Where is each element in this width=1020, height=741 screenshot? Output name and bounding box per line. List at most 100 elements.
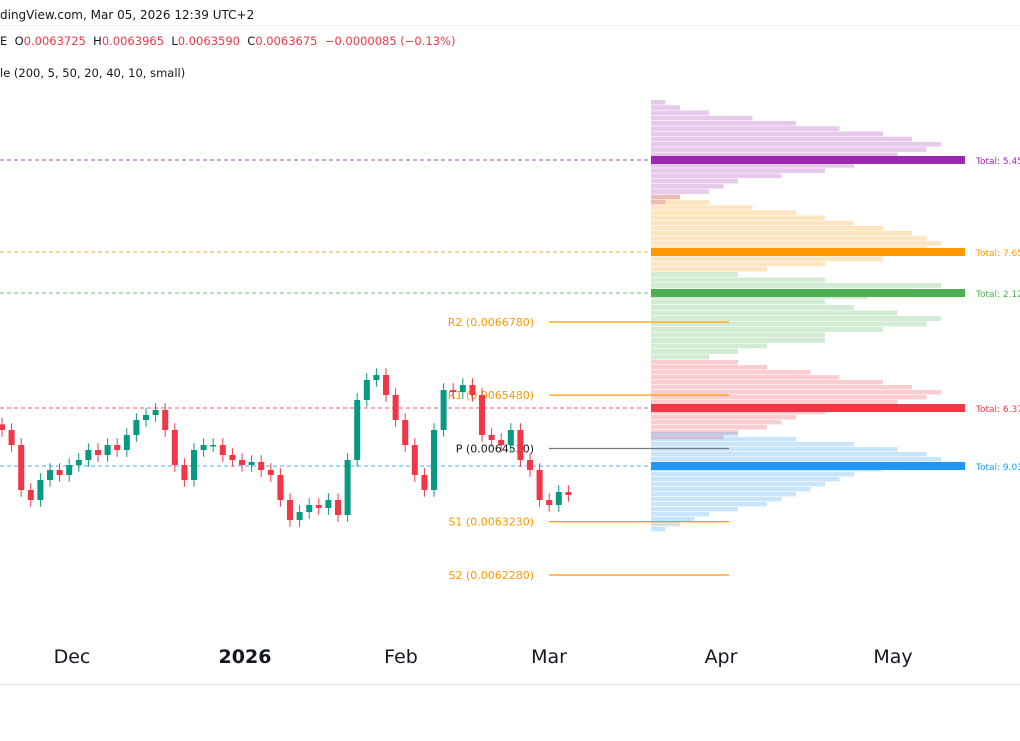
price-chart[interactable]: Total: 5.45 Total: 7.65 Total: 2.12 Total: …	[0, 0, 1020, 684]
pivot-label: P (0.0064530)	[456, 442, 534, 455]
candle-body	[402, 419, 409, 446]
candle-body	[239, 460, 245, 466]
close-value: 0.0063675	[255, 34, 318, 48]
candle-body	[440, 390, 447, 431]
candle-body	[229, 455, 236, 461]
volume-profile-row	[651, 241, 941, 246]
volume-profile-row	[651, 343, 767, 349]
candle-body	[488, 435, 495, 441]
candle-body	[95, 450, 101, 456]
candle-body	[325, 499, 332, 508]
candle-body	[56, 469, 63, 475]
low-label: L	[171, 34, 178, 48]
candle-body	[152, 409, 159, 415]
candle-body	[354, 399, 361, 461]
volume-profile-row	[651, 506, 738, 512]
poc-bar	[651, 461, 965, 470]
volume-profile-row	[651, 162, 854, 168]
volume-profile-row	[651, 432, 738, 437]
volume-profile-row	[651, 141, 941, 147]
volume-profile-row	[651, 230, 912, 236]
poc-bar	[651, 404, 965, 413]
volume-profile-row	[651, 210, 796, 215]
change-value: −0.0000085 (−0.13%)	[324, 34, 456, 48]
candle-body	[459, 385, 466, 392]
candle-body	[411, 445, 418, 475]
time-axis-border	[0, 684, 1020, 685]
volume-profile-row	[651, 105, 680, 110]
candle-body	[296, 512, 303, 521]
low-value: 0.0063590	[177, 34, 240, 48]
volume-profile-row	[651, 390, 941, 395]
volume-profile-row	[651, 415, 796, 420]
volume-profile-row	[651, 199, 666, 205]
volume-profile-row	[651, 370, 811, 375]
pivot-label: R1 (0.0065480)	[448, 389, 534, 402]
volume-profile-row	[651, 332, 825, 338]
volume-profile-row	[651, 380, 883, 385]
candle-body	[431, 430, 437, 490]
volume-profile-row	[651, 521, 680, 527]
volume-profile-row	[651, 115, 753, 121]
candle-body	[171, 430, 178, 466]
symbol: E	[0, 34, 8, 48]
volume-profile-row	[651, 220, 854, 226]
volume-profile-row	[651, 236, 927, 241]
poc-bar	[651, 248, 965, 257]
candle-body	[0, 424, 5, 431]
volume-profile-row	[651, 338, 825, 343]
candle-body	[114, 445, 121, 451]
volume-profile-row	[651, 430, 738, 435]
indicator-legend[interactable]: le (200, 5, 50, 20, 40, 10, small)	[0, 66, 186, 80]
candle-body	[507, 430, 514, 446]
volume-profile-row	[651, 131, 883, 137]
x-tick-label: Mar	[531, 646, 567, 668]
volume-profile-row	[651, 283, 941, 288]
candle-body	[75, 460, 82, 466]
candle-body	[133, 419, 140, 436]
volume-profile-row	[651, 120, 796, 126]
pivot-label: S1 (0.0063230)	[448, 516, 534, 529]
candle-body	[66, 465, 73, 475]
volume-profile-row	[651, 477, 840, 482]
volume-profile-row	[651, 385, 912, 390]
volume-profile-row	[651, 516, 695, 522]
candle-body	[200, 445, 207, 451]
candle-body	[267, 469, 274, 475]
x-tick-label: May	[873, 646, 913, 668]
volume-profile-row	[651, 365, 767, 370]
volume-profile-row	[651, 261, 825, 267]
profile-total-label: Total: 9.03	[975, 463, 1020, 473]
candle-body	[363, 380, 370, 400]
volume-profile-row	[651, 472, 854, 477]
poc-bar	[651, 155, 965, 164]
candle-body	[104, 445, 111, 456]
poc-bar	[651, 288, 965, 297]
volume-profile-row	[651, 225, 883, 231]
candle-body	[315, 505, 322, 508]
volume-profile-row	[651, 354, 709, 360]
high-label: H	[93, 34, 102, 48]
volume-profile-row	[651, 321, 927, 327]
volume-profile-row	[651, 526, 666, 532]
candle-body	[258, 461, 265, 470]
pivot-label: S2 (0.0062280)	[448, 569, 534, 582]
candle-body	[85, 450, 92, 461]
volume-profile-row	[651, 452, 927, 457]
volume-profile-row	[651, 189, 709, 194]
candle-body	[219, 445, 226, 456]
volume-profile-row	[651, 178, 738, 184]
candle-body	[383, 375, 389, 395]
volume-profile-row	[651, 256, 883, 262]
candle-body	[248, 461, 255, 466]
open-value: 0.0063725	[23, 34, 86, 48]
volume-profile-row	[651, 136, 912, 142]
volume-profile-row	[651, 437, 796, 442]
volume-profile-row	[651, 487, 811, 492]
volume-profile-row	[651, 305, 854, 310]
volume-profile-row	[651, 447, 898, 452]
candle-body	[421, 474, 428, 490]
volume-profile-row	[651, 147, 927, 152]
volume-profile-row	[651, 375, 840, 380]
volume-profile-row	[651, 400, 898, 405]
